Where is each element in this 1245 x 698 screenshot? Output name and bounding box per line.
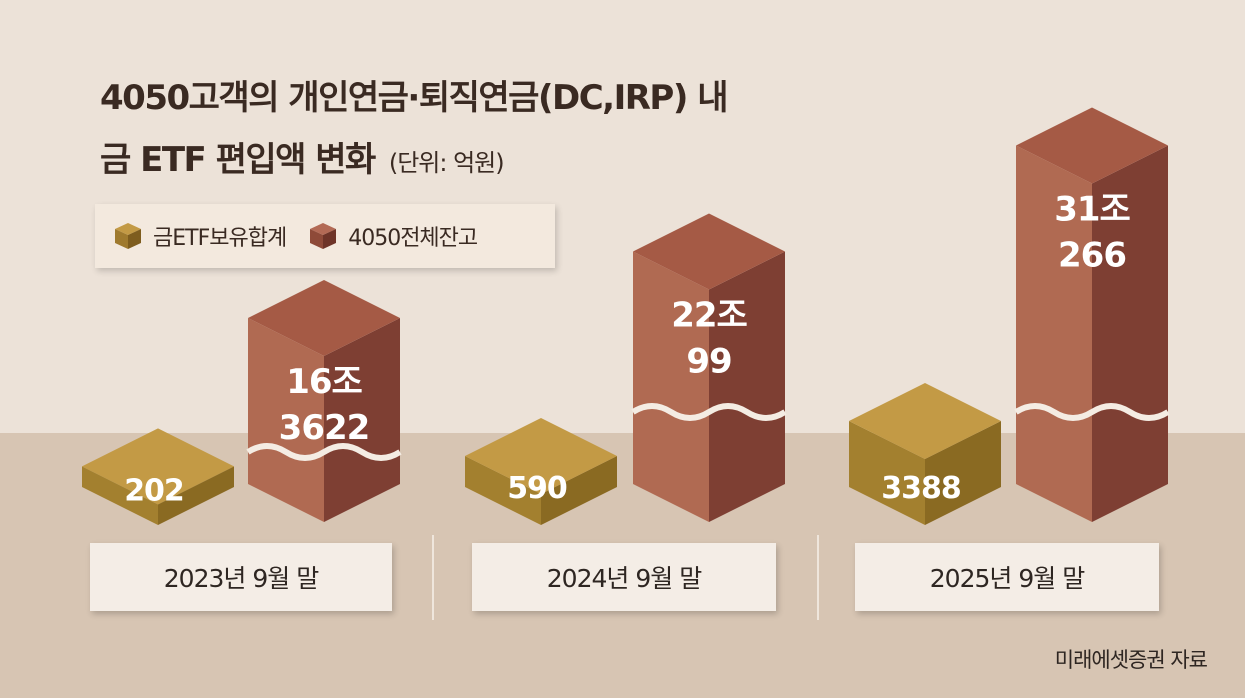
gold-bar-value-label: 590 bbox=[507, 471, 567, 506]
gold-bar-top-face bbox=[465, 417, 617, 494]
gold-bar-value-label: 3388 bbox=[881, 471, 961, 506]
gold-bar bbox=[465, 417, 617, 525]
gold-bar-right-face bbox=[541, 455, 617, 525]
brown-bar-value-label-bottom: 266 bbox=[1058, 235, 1126, 275]
legend: 금ETF보유합계 4050전체잔고 bbox=[95, 204, 555, 268]
legend-label-brown: 4050전체잔고 bbox=[348, 226, 478, 251]
gold-bar-value-label: 202 bbox=[124, 474, 184, 509]
brown-bar-right-face bbox=[709, 251, 785, 523]
brown-bar-right-face bbox=[1092, 145, 1168, 522]
brown-bar bbox=[633, 213, 785, 523]
category-label: 2024년 9월 말 bbox=[472, 543, 776, 611]
brown-bar-left-face bbox=[248, 317, 324, 522]
gold-bar-left-face bbox=[465, 455, 541, 525]
category-label: 2025년 9월 말 bbox=[855, 543, 1159, 611]
brown-cube-icon bbox=[310, 223, 337, 249]
gold-bar-top-face bbox=[849, 383, 1001, 459]
brown-bar-value-label-bottom: 99 bbox=[686, 342, 731, 382]
category-label: 2023년 9월 말 bbox=[90, 543, 392, 611]
brown-bar-value-label-bottom: 3622 bbox=[279, 408, 370, 448]
source-note: 미래에셋증권 자료 bbox=[1054, 648, 1208, 672]
gold-bar-top-face bbox=[82, 428, 234, 505]
gold-bar-right-face bbox=[158, 466, 234, 525]
brown-bar bbox=[1016, 107, 1168, 522]
brown-bar-left-face bbox=[1016, 145, 1092, 522]
legend-label-gold: 금ETF보유합계 bbox=[153, 226, 287, 251]
legend-item-gold: 금ETF보유합계 bbox=[113, 220, 287, 252]
unit-label: (단위: 억원) bbox=[388, 149, 505, 177]
axis-break-wave bbox=[631, 403, 787, 421]
brown-bar-left-face bbox=[633, 251, 709, 523]
legend-item-brown: 4050전체잔고 bbox=[308, 220, 478, 252]
gold-bar-right-face bbox=[925, 421, 1001, 525]
gold-bar-left-face bbox=[82, 466, 158, 525]
axis-break-wave bbox=[246, 443, 402, 461]
brown-bar-right-face bbox=[324, 317, 400, 522]
brown-bar-top-face bbox=[633, 213, 785, 290]
gold-bar-left-face bbox=[849, 421, 925, 525]
gold-bar bbox=[849, 383, 1001, 525]
brown-bar bbox=[248, 279, 400, 522]
gold-bar bbox=[82, 428, 234, 525]
axis-break-wave bbox=[1014, 403, 1170, 421]
chart-title-line2-text: 금 ETF 편입액 변화 bbox=[100, 140, 376, 180]
chart-title-line1: 4050고객의 개인연금·퇴직연금(DC,IRP) 내 bbox=[100, 78, 729, 118]
brown-bar-value-label-top: 16조 bbox=[286, 362, 362, 402]
brown-bar-value-label-top: 31조 bbox=[1054, 189, 1130, 229]
chart-title-line2: 금 ETF 편입액 변화 (단위: 억원) bbox=[100, 132, 505, 181]
brown-bar-value-label-top: 22조 bbox=[671, 296, 747, 336]
brown-bar-top-face bbox=[248, 279, 400, 356]
gold-cube-icon bbox=[115, 223, 141, 249]
brown-bar-top-face bbox=[1016, 107, 1168, 184]
bar-layer: 202 590 3388 16조 3622 22조 99 31조 266 bbox=[82, 107, 1170, 525]
